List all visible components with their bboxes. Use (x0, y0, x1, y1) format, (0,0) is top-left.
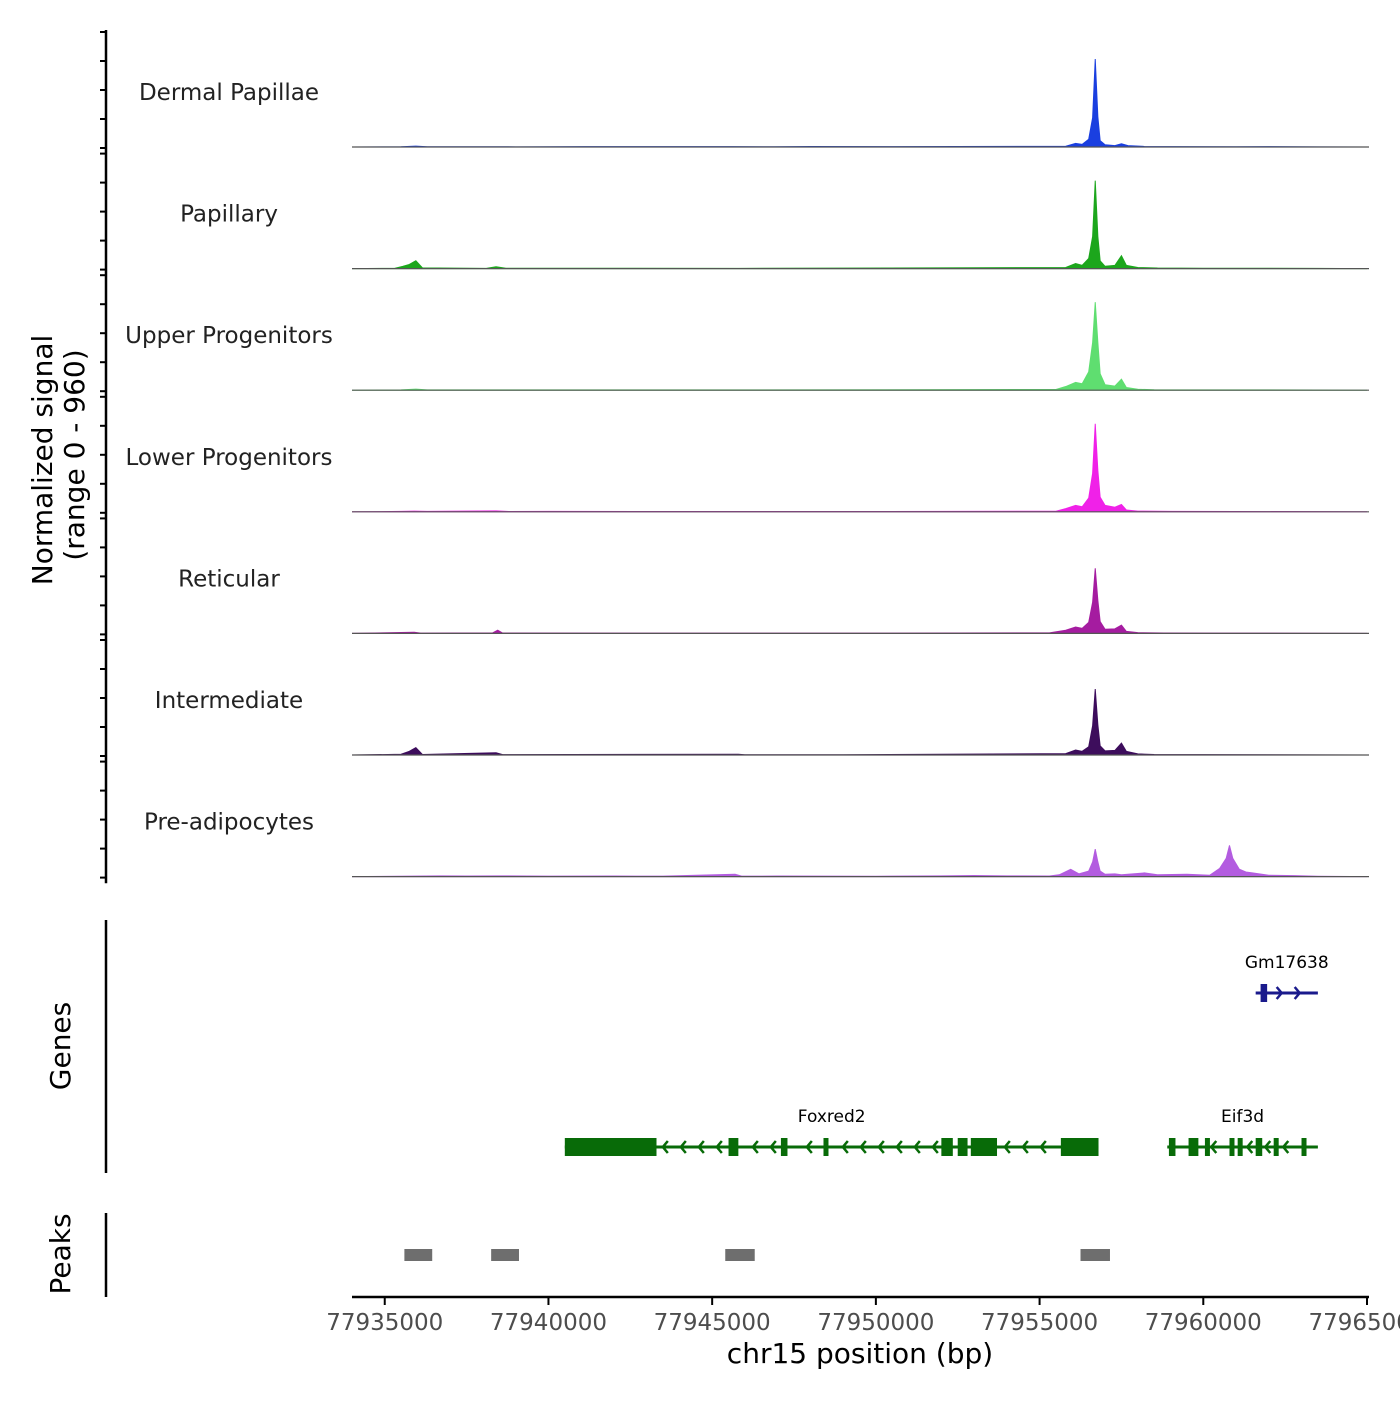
coverage-track: Upper Progenitors (100, 274, 1369, 393)
strand-arrow (751, 1140, 759, 1154)
gene-exon (823, 1138, 829, 1156)
gene-exon (1301, 1138, 1307, 1156)
track-title: Intermediate (155, 688, 303, 714)
gene-exon (780, 1138, 788, 1156)
peak-region (725, 1249, 755, 1261)
gene-exon (970, 1138, 998, 1156)
gene-exon (1229, 1138, 1235, 1156)
strand-arrow (715, 1140, 723, 1154)
gene-exon (1255, 1138, 1263, 1156)
peaks-panel-label: Peaks (44, 1213, 77, 1294)
coverage-track: Intermediate (100, 639, 1369, 757)
gene-exon (1237, 1138, 1243, 1156)
strand-arrow (895, 1140, 903, 1154)
strand-arrow (859, 1140, 867, 1154)
strand-arrow (1263, 1140, 1272, 1154)
coverage-area (351, 302, 1368, 391)
gene-exon (1060, 1138, 1099, 1156)
strand-arrow (1275, 986, 1284, 1000)
x-tick-label: 77940000 (490, 1310, 607, 1336)
gene-exon (728, 1138, 739, 1156)
coverage-track: Pre-adipocytes (100, 760, 1369, 879)
gene-exon (1204, 1138, 1210, 1156)
x-axis: chr15 position (bp) 77935000 77940000 7794… (326, 1295, 1400, 1370)
strand-arrow (697, 1140, 705, 1154)
strand-arrow (679, 1140, 687, 1154)
gene-exon (1260, 984, 1268, 1002)
gene-label: Gm17638 (1245, 953, 1329, 973)
y-axis-subtitle: (range 0 - 960) (58, 349, 91, 560)
gene-model: Foxred2 (564, 1107, 1099, 1156)
peak-region (1080, 1249, 1110, 1261)
coverage-track: Dermal Papillae (100, 31, 1369, 149)
strand-arrow (913, 1140, 921, 1154)
coverage-area (351, 180, 1368, 270)
y-axis-title: Normalized signal (26, 335, 59, 586)
coverage-track: Reticular (100, 517, 1369, 636)
strand-arrow (805, 1140, 813, 1154)
coverage-area (351, 423, 1368, 513)
genes-panel: Genes Gm17638 Foxred2 Eif3d (44, 920, 1329, 1173)
strand-arrow (1039, 1140, 1047, 1154)
coverage-track: Papillary (100, 152, 1369, 271)
coverage-area (351, 845, 1368, 878)
gene-label: Eif3d (1221, 1107, 1264, 1127)
track-title: Lower Progenitors (126, 445, 333, 471)
coverage-tracks: Dermal Papillae Papillary Upper Progenitor… (100, 30, 1369, 884)
gene-exon (957, 1138, 968, 1156)
coverage-area (351, 568, 1368, 634)
coverage-track: Lower Progenitors (100, 395, 1369, 514)
gene-exon (1188, 1138, 1199, 1156)
gene-exon (564, 1138, 657, 1156)
gene-model: Eif3d (1167, 1107, 1318, 1156)
track-title: Dermal Papillae (139, 80, 319, 106)
track-title: Upper Progenitors (125, 323, 333, 349)
strand-arrow (877, 1140, 885, 1154)
track-title: Reticular (178, 566, 280, 592)
coverage-area (351, 688, 1368, 756)
strand-arrow (1209, 1140, 1218, 1154)
x-tick-label: 77960000 (1145, 1310, 1262, 1336)
strand-arrow (1021, 1140, 1029, 1154)
coverage-area (351, 58, 1368, 148)
peak-region (491, 1249, 519, 1261)
x-axis-title: chr15 position (bp) (727, 1337, 993, 1370)
strand-arrow (769, 1140, 777, 1154)
track-title: Papillary (180, 202, 278, 228)
gene-model: Gm17638 (1245, 953, 1329, 1002)
strand-arrow (1003, 1140, 1011, 1154)
x-tick-label: 77955000 (981, 1310, 1098, 1336)
strand-arrow (1245, 1140, 1254, 1154)
track-title: Pre-adipocytes (144, 810, 314, 836)
x-tick-label: 77945000 (654, 1310, 771, 1336)
x-tick-label: 77950000 (817, 1310, 934, 1336)
strand-arrow (931, 1140, 939, 1154)
peaks-panel: Peaks (44, 1213, 1110, 1297)
strand-arrow (1293, 986, 1302, 1000)
genes-panel-label: Genes (44, 1002, 77, 1090)
x-tick-label: 77965000 (1308, 1310, 1400, 1336)
peak-region (404, 1249, 433, 1261)
strand-arrow (841, 1140, 849, 1154)
gene-exon (1273, 1138, 1279, 1156)
x-tick-label: 77935000 (326, 1310, 443, 1336)
gene-exon (941, 1138, 953, 1156)
strand-arrow (1281, 1140, 1290, 1154)
gene-label: Foxred2 (798, 1107, 866, 1127)
strand-arrow (661, 1140, 669, 1154)
gene-exon (1168, 1138, 1176, 1156)
